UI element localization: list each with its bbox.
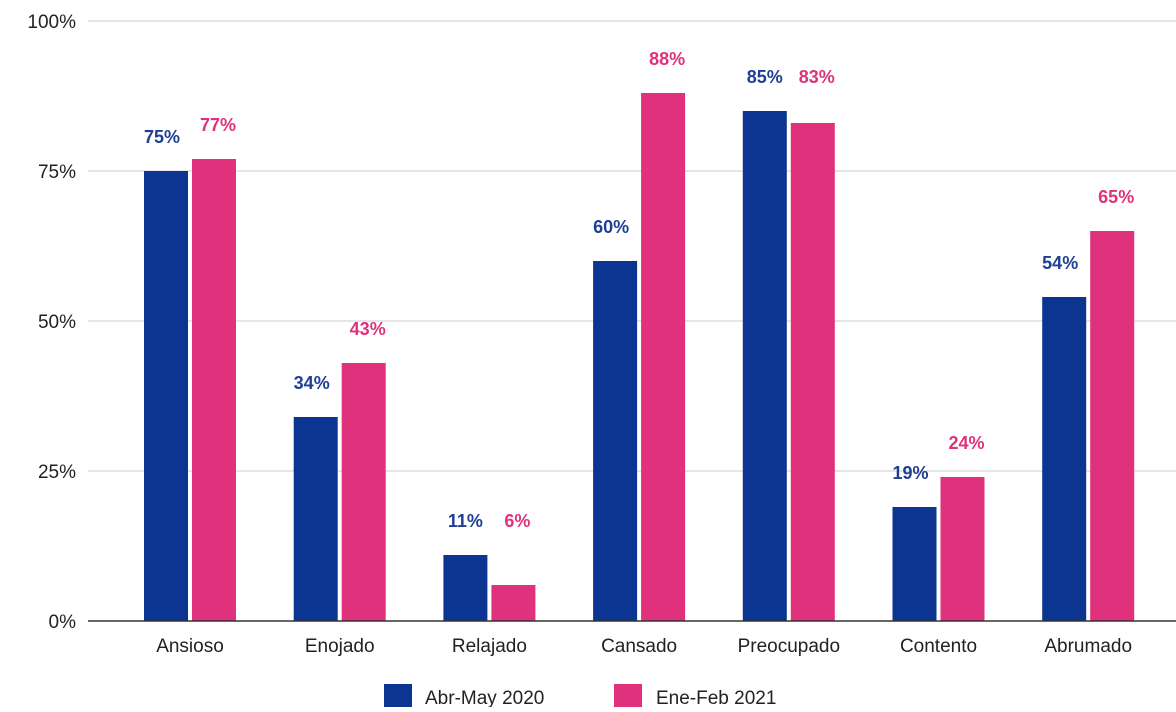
x-axis-labels: Ansioso Enojado Relajado Cansado Preocupado C… bbox=[156, 636, 1132, 657]
bar-abr-may-2020-preocupado bbox=[742, 111, 787, 621]
bar-ene-feb-2021-ansioso bbox=[192, 159, 236, 621]
legend-label-ene-feb-2021[interactable]: Ene-Feb 2021 bbox=[656, 688, 776, 709]
bar-abr-may-2020-ansioso bbox=[144, 171, 188, 621]
bar-ene-feb-2021-cansado bbox=[641, 93, 686, 621]
data-labels: 75% 77% 34% 43% 11% 6% 60% 88% 85% 83% 19% 24% 54% 65… bbox=[144, 49, 1134, 531]
data-label-ene-feb-2021-preocupado: 83% bbox=[799, 67, 835, 87]
x-tick-label-relajado: Relajado bbox=[452, 636, 527, 657]
legend-label-abr-may-2020[interactable]: Abr-May 2020 bbox=[425, 688, 544, 709]
bar-abr-may-2020-cansado bbox=[593, 261, 638, 621]
x-tick-label-ansioso: Ansioso bbox=[156, 636, 224, 657]
bar-ene-feb-2021-relajado bbox=[491, 585, 536, 621]
x-tick-label-cansado: Cansado bbox=[601, 636, 677, 657]
legend-swatch-abr-may-2020 bbox=[384, 684, 412, 712]
legend-swatch-ene-feb-2021 bbox=[614, 684, 642, 712]
y-tick-label-50: 50% bbox=[38, 312, 76, 333]
y-tick-label-100: 100% bbox=[27, 12, 76, 33]
data-label-abr-may-2020-enojado: 34% bbox=[294, 373, 330, 393]
bar-abr-may-2020-enojado bbox=[293, 417, 338, 621]
y-tick-label-0: 0% bbox=[49, 612, 77, 633]
bar-ene-feb-2021-contento bbox=[940, 477, 985, 621]
y-tick-label-75: 75% bbox=[38, 162, 76, 183]
bar-ene-feb-2021-enojado bbox=[341, 363, 386, 621]
data-label-abr-may-2020-cansado: 60% bbox=[593, 217, 629, 237]
bar-abr-may-2020-relajado bbox=[443, 555, 488, 621]
x-tick-label-enojado: Enojado bbox=[305, 636, 375, 657]
bars bbox=[144, 93, 1135, 621]
bar-abr-may-2020-abrumado bbox=[1042, 297, 1087, 621]
data-label-abr-may-2020-preocupado: 85% bbox=[747, 67, 783, 87]
bar-ene-feb-2021-abrumado bbox=[1090, 231, 1135, 621]
data-label-ene-feb-2021-enojado: 43% bbox=[350, 319, 386, 339]
bar-abr-may-2020-contento bbox=[892, 507, 937, 621]
data-label-ene-feb-2021-contento: 24% bbox=[948, 433, 984, 453]
y-axis-ticks: 0% 25% 50% 75% 100% bbox=[27, 12, 76, 633]
data-label-ene-feb-2021-relajado: 6% bbox=[504, 511, 530, 531]
data-label-ene-feb-2021-cansado: 88% bbox=[649, 49, 685, 69]
y-tick-label-25: 25% bbox=[38, 462, 76, 483]
data-label-abr-may-2020-contento: 19% bbox=[892, 463, 928, 483]
data-label-abr-may-2020-abrumado: 54% bbox=[1042, 253, 1078, 273]
x-tick-label-preocupado: Preocupado bbox=[738, 636, 840, 657]
data-label-abr-may-2020-relajado: 11% bbox=[448, 511, 483, 531]
data-label-abr-may-2020-ansioso: 75% bbox=[144, 127, 180, 147]
bar-ene-feb-2021-preocupado bbox=[790, 123, 835, 621]
legend: Abr-May 2020 Ene-Feb 2021 bbox=[384, 684, 776, 712]
data-label-ene-feb-2021-abrumado: 65% bbox=[1098, 187, 1134, 207]
x-tick-label-abrumado: Abrumado bbox=[1044, 636, 1132, 657]
x-tick-label-contento: Contento bbox=[900, 636, 977, 657]
data-label-ene-feb-2021-ansioso: 77% bbox=[200, 115, 236, 135]
